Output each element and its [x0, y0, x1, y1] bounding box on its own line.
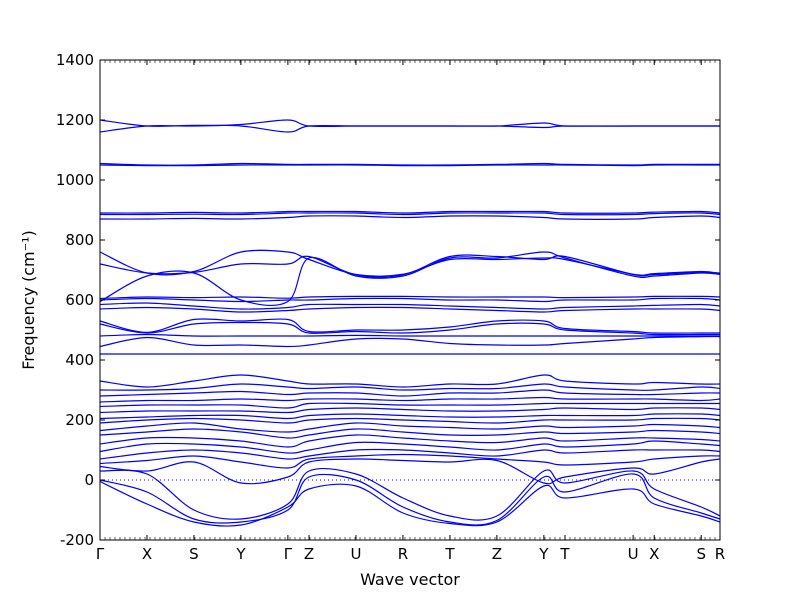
phonon-band-30: [99, 249, 721, 277]
phonon-band-14: [99, 402, 720, 409]
phonon-band-13: [99, 407, 721, 414]
phonon-band-34: [99, 164, 720, 167]
phonon-band-2: [99, 473, 721, 526]
phonon-band-23: [99, 318, 720, 334]
phonon-band-18: [99, 374, 721, 388]
x-tick-label: U: [628, 545, 639, 563]
phonon-band-7: [99, 440, 721, 454]
x-tick-label: Z: [304, 545, 314, 563]
phonon-band-26: [99, 297, 721, 303]
phonon-band-22: [99, 321, 720, 336]
x-tick-label: Y: [538, 545, 549, 563]
x-tick-label: Z: [492, 545, 502, 563]
phonon-band-17: [99, 383, 721, 391]
phonon-band-6: [99, 448, 721, 460]
phonon-band-29: [99, 254, 721, 278]
phonon-band-16: [99, 389, 721, 397]
x-tick-label: X: [142, 545, 152, 563]
x-axis-label: Wave vector: [360, 570, 460, 589]
x-tick-label: S: [696, 545, 706, 563]
phonon-band-3: [99, 467, 721, 521]
y-tick-label: 1400: [56, 51, 94, 69]
phonon-band-10: [99, 422, 721, 433]
x-tick-label: S: [189, 545, 199, 563]
phonon-band-21: [99, 333, 720, 337]
y-tick-label: 800: [65, 231, 94, 249]
phonon-band-37: [99, 119, 720, 133]
y-tick-label: 0: [84, 471, 94, 489]
phonon-band-32: [99, 212, 721, 216]
phonon-band-5: [99, 453, 721, 469]
x-tick-label: X: [649, 545, 659, 563]
phonon-band-33: [99, 210, 721, 214]
phonon-band-8: [99, 434, 721, 448]
x-tick-label: R: [715, 545, 725, 563]
y-tick-label: -200: [60, 531, 94, 549]
phonon-band-24: [99, 306, 721, 313]
phonon-band-31: [99, 215, 721, 220]
y-tick-label: 600: [65, 291, 94, 309]
y-tick-label: 1200: [56, 111, 94, 129]
x-tick-label: T: [559, 545, 570, 563]
y-tick-label: 1000: [56, 171, 94, 189]
phonon-band-11: [99, 417, 721, 424]
x-tick-label: Γ: [96, 545, 105, 563]
x-tick-label: T: [444, 545, 455, 563]
x-tick-label: R: [398, 545, 408, 563]
phonon-band-15: [99, 396, 721, 403]
y-tick-label: 200: [65, 411, 94, 429]
x-tick-label: U: [350, 545, 361, 563]
y-tick-label: 400: [65, 351, 94, 369]
phonon-band-9: [99, 428, 721, 439]
y-axis-label: Frequency (cm⁻¹): [19, 230, 38, 369]
y-ticks: -200 0 200 400 600 800 1000 1200 1400: [56, 51, 720, 549]
phonon-band-25: [99, 302, 721, 310]
bands-group: [99, 119, 721, 527]
phonon-band-27: [99, 295, 721, 300]
phonon-band-1: [99, 480, 721, 527]
x-tick-label: Γ: [284, 545, 293, 563]
phonon-band-35: [99, 162, 721, 166]
phonon-band-20: [99, 335, 721, 348]
phonon-band-12: [99, 413, 721, 420]
x-tick-label: Y: [235, 545, 246, 563]
phonon-band-4: [99, 458, 721, 485]
